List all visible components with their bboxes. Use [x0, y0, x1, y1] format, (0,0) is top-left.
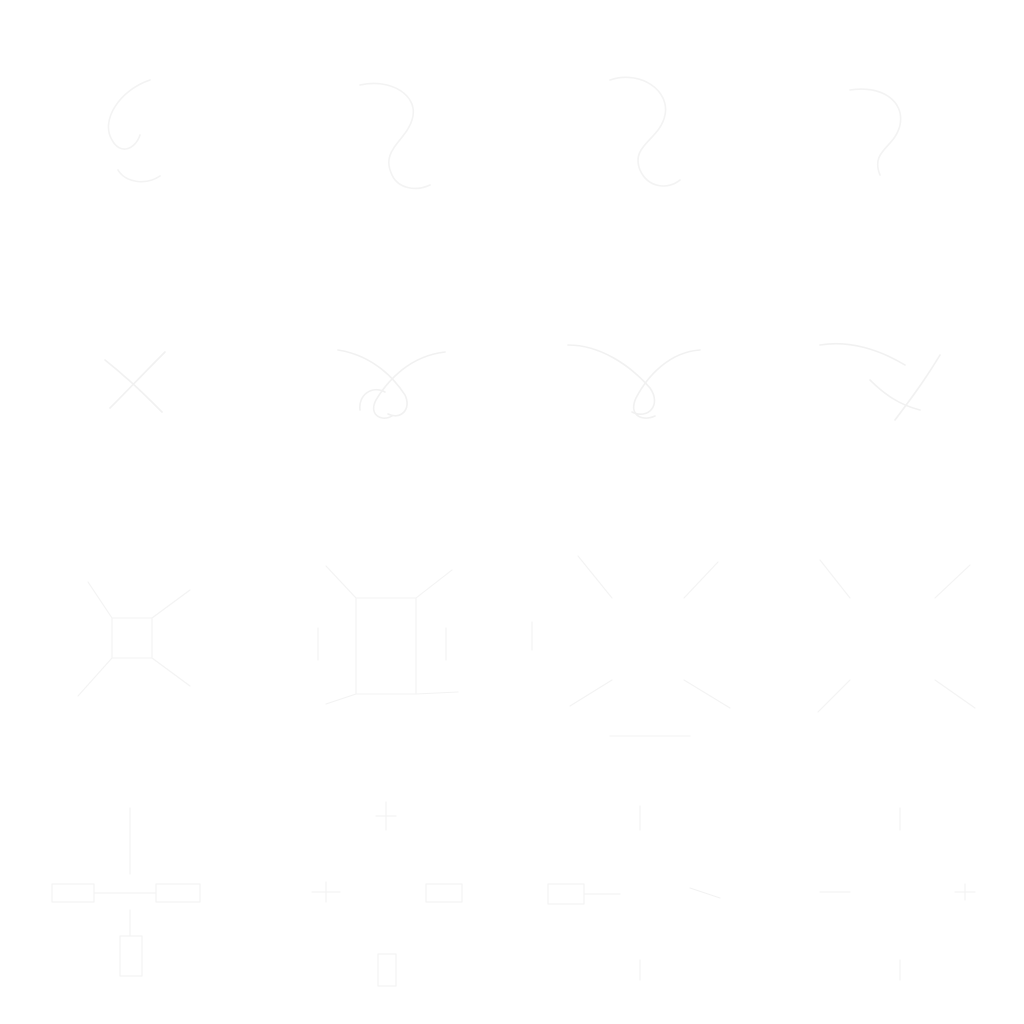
node-square-icon: [77, 581, 191, 697]
squiggle-icon: [849, 88, 902, 176]
connector-icon: [547, 805, 721, 981]
loop-cross-icon: [337, 349, 446, 419]
squiggle-icon: [609, 76, 681, 187]
connector-icon: [51, 807, 201, 977]
connector-icon: [311, 801, 463, 987]
scribble-icon: [819, 342, 941, 421]
row-4: [51, 801, 976, 987]
row-2: [104, 342, 941, 421]
row-1: [107, 76, 902, 190]
cross-icon: [104, 351, 166, 413]
loop-cross-icon: [567, 344, 701, 419]
node-square-icon: [817, 559, 976, 713]
squiggle-icon: [359, 82, 431, 190]
squiggle-icon: [107, 79, 161, 183]
node-square-icon: [317, 565, 459, 705]
connector-icon: [819, 807, 976, 981]
row-3: [77, 555, 976, 737]
node-square-icon: [531, 555, 731, 737]
